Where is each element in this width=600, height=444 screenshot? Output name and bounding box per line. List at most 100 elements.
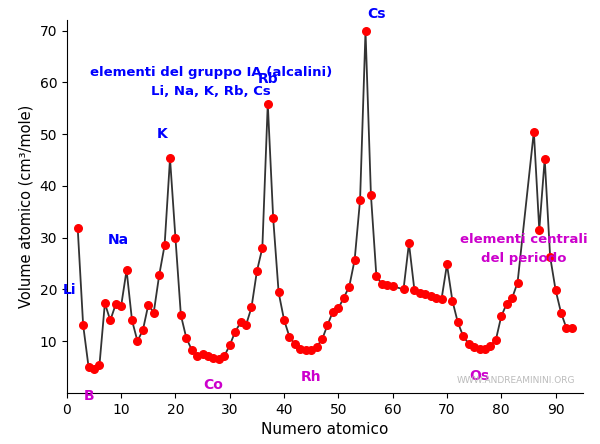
- Point: [491, 337, 500, 344]
- Point: [371, 272, 381, 279]
- Point: [187, 346, 197, 353]
- Point: [220, 353, 229, 360]
- Point: [182, 334, 191, 341]
- Point: [149, 309, 158, 316]
- Point: [361, 27, 370, 34]
- Point: [247, 304, 256, 311]
- Point: [448, 297, 457, 304]
- Point: [84, 363, 94, 370]
- Y-axis label: Volume atomico (cm³/mole): Volume atomico (cm³/mole): [19, 105, 34, 308]
- Point: [257, 244, 267, 251]
- Point: [317, 336, 327, 343]
- Point: [496, 313, 506, 320]
- Text: elementi centrali
del periodo: elementi centrali del periodo: [460, 234, 587, 266]
- Point: [165, 155, 175, 162]
- Point: [252, 268, 262, 275]
- Point: [133, 337, 142, 345]
- Point: [198, 351, 208, 358]
- Point: [214, 355, 224, 362]
- Point: [225, 341, 235, 349]
- Text: Na: Na: [108, 233, 129, 247]
- Point: [382, 281, 392, 289]
- Point: [236, 319, 245, 326]
- Point: [339, 294, 349, 301]
- Point: [556, 309, 566, 316]
- Text: elementi del gruppo IA (alcalini)
Li, Na, K, Rb, Cs: elementi del gruppo IA (alcalini) Li, Na…: [90, 66, 332, 98]
- Point: [562, 325, 571, 332]
- Text: WWW.ANDREAMININI.ORG: WWW.ANDREAMININI.ORG: [457, 377, 575, 385]
- Point: [437, 296, 446, 303]
- Point: [323, 321, 332, 329]
- Text: Os: Os: [469, 369, 490, 383]
- Point: [551, 286, 560, 293]
- Point: [567, 324, 577, 331]
- Text: K: K: [157, 127, 167, 141]
- Point: [274, 289, 283, 296]
- Point: [89, 365, 99, 373]
- Point: [328, 308, 338, 315]
- Point: [307, 346, 316, 353]
- Point: [284, 333, 294, 341]
- Point: [138, 327, 148, 334]
- Point: [301, 346, 311, 353]
- Point: [268, 215, 278, 222]
- Text: Rb: Rb: [257, 72, 278, 86]
- Point: [312, 343, 322, 350]
- Point: [480, 345, 490, 353]
- Point: [431, 294, 441, 301]
- Point: [399, 286, 409, 293]
- Point: [170, 234, 180, 242]
- Point: [485, 342, 495, 349]
- Point: [388, 283, 397, 290]
- Point: [535, 226, 544, 234]
- Point: [442, 261, 452, 268]
- Point: [193, 352, 202, 359]
- Point: [529, 128, 539, 135]
- Point: [453, 319, 463, 326]
- Point: [100, 300, 110, 307]
- Point: [230, 328, 240, 335]
- Point: [426, 293, 436, 300]
- X-axis label: Numero atomico: Numero atomico: [261, 422, 388, 437]
- Point: [296, 345, 305, 353]
- Point: [279, 316, 289, 323]
- Point: [475, 346, 484, 353]
- Point: [154, 272, 164, 279]
- Point: [355, 196, 365, 203]
- Point: [122, 267, 131, 274]
- Point: [513, 279, 523, 286]
- Point: [95, 362, 104, 369]
- Point: [502, 300, 511, 307]
- Text: Co: Co: [203, 378, 223, 392]
- Point: [116, 302, 126, 309]
- Point: [127, 317, 137, 324]
- Point: [415, 290, 425, 297]
- Text: Cs: Cs: [367, 7, 386, 21]
- Point: [421, 291, 430, 298]
- Point: [458, 333, 468, 340]
- Text: Li: Li: [63, 283, 76, 297]
- Point: [377, 281, 386, 288]
- Point: [203, 353, 213, 360]
- Point: [290, 341, 300, 348]
- Point: [469, 343, 479, 350]
- Point: [334, 305, 343, 312]
- Point: [263, 100, 272, 107]
- Point: [508, 294, 517, 301]
- Point: [79, 321, 88, 329]
- Point: [366, 192, 376, 199]
- Point: [209, 355, 218, 362]
- Point: [241, 321, 251, 329]
- Point: [143, 301, 153, 309]
- Point: [350, 256, 359, 263]
- Point: [160, 242, 169, 249]
- Point: [176, 312, 185, 319]
- Text: B: B: [83, 389, 94, 403]
- Point: [464, 340, 473, 347]
- Point: [106, 317, 115, 324]
- Text: Rh: Rh: [301, 370, 322, 384]
- Point: [410, 286, 419, 293]
- Point: [73, 225, 83, 232]
- Point: [540, 155, 550, 163]
- Point: [111, 301, 121, 308]
